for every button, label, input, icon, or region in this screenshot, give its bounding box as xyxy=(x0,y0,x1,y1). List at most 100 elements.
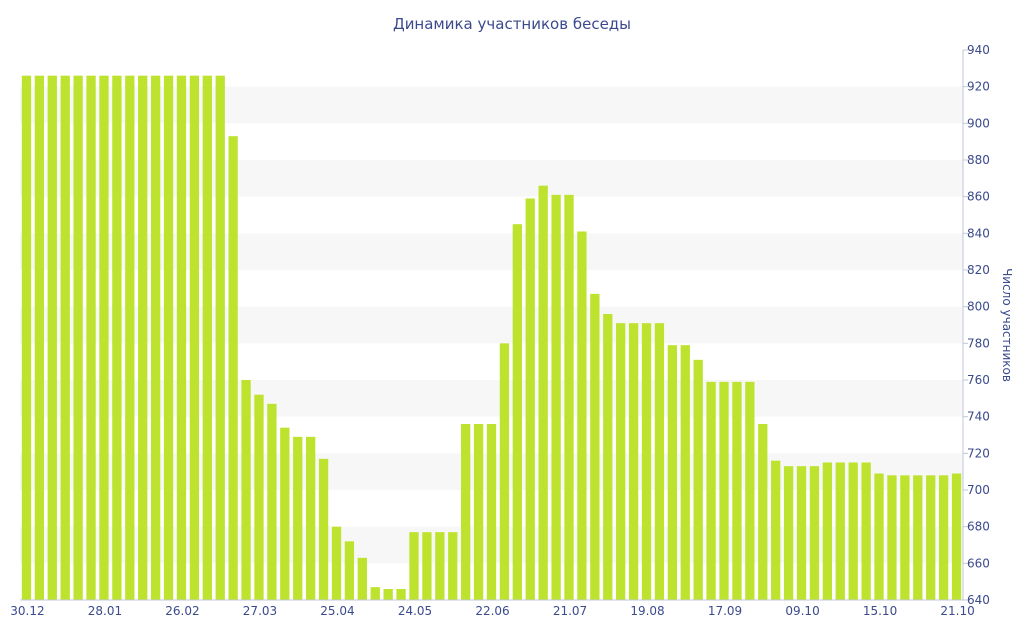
y-tick-label: 920 xyxy=(967,80,990,94)
bar[interactable] xyxy=(138,75,148,601)
y-tick-label: 780 xyxy=(967,336,990,350)
bar[interactable] xyxy=(745,381,755,600)
bar[interactable] xyxy=(215,75,225,601)
bar[interactable] xyxy=(719,381,729,600)
bar[interactable] xyxy=(616,323,626,600)
bar[interactable] xyxy=(125,75,135,601)
bar[interactable] xyxy=(499,343,510,600)
bar[interactable] xyxy=(848,462,858,601)
bar[interactable] xyxy=(112,75,122,601)
grid-band xyxy=(20,380,963,417)
bar[interactable] xyxy=(448,532,458,600)
bar[interactable] xyxy=(473,424,484,600)
bar[interactable] xyxy=(228,136,238,601)
bar[interactable] xyxy=(706,381,716,600)
bar[interactable] xyxy=(758,424,768,600)
bar[interactable] xyxy=(680,345,690,600)
y-tick-label: 700 xyxy=(967,483,990,497)
bar[interactable] xyxy=(512,224,522,601)
bar[interactable] xyxy=(267,403,277,600)
bar[interactable] xyxy=(73,75,83,601)
bar[interactable] xyxy=(293,436,303,600)
bar[interactable] xyxy=(732,381,742,600)
x-tick-label: 21.07 xyxy=(553,604,587,618)
x-tick-label: 24.05 xyxy=(398,604,432,618)
bar[interactable] xyxy=(926,475,936,600)
bar[interactable] xyxy=(60,75,70,601)
bar[interactable] xyxy=(900,475,910,600)
x-tick-label: 21.10 xyxy=(940,604,974,618)
bar[interactable] xyxy=(202,75,212,601)
bar[interactable] xyxy=(99,75,109,601)
bar[interactable] xyxy=(396,589,406,600)
bar[interactable] xyxy=(189,75,200,601)
bar[interactable] xyxy=(280,427,290,600)
x-tick-label: 28.01 xyxy=(88,604,122,618)
bar[interactable] xyxy=(344,541,355,600)
bar[interactable] xyxy=(318,458,329,600)
grid-band xyxy=(20,160,963,197)
bar[interactable] xyxy=(86,75,96,601)
bar[interactable] xyxy=(150,75,161,601)
bar[interactable] xyxy=(874,473,884,601)
y-tick-label: 640 xyxy=(967,593,990,607)
bar[interactable] xyxy=(383,589,393,600)
y-tick-label: 740 xyxy=(967,410,990,424)
x-tick-label: 27.03 xyxy=(243,604,277,618)
y-tick-label: 860 xyxy=(967,190,990,204)
y-tick-label: 820 xyxy=(967,263,990,277)
bar[interactable] xyxy=(21,75,32,601)
bar[interactable] xyxy=(693,359,703,600)
bar[interactable] xyxy=(241,380,251,600)
bar[interactable] xyxy=(525,198,535,601)
bar[interactable] xyxy=(654,323,665,600)
bar[interactable] xyxy=(861,462,871,601)
bar[interactable] xyxy=(409,532,419,600)
y-axis-ticks: 640 660 680 700 720 740 760 780 800 820 840 860 880 9… xyxy=(963,43,990,607)
bar[interactable] xyxy=(603,314,613,600)
bar[interactable] xyxy=(47,75,57,601)
bar[interactable] xyxy=(796,466,807,600)
y-tick-label: 940 xyxy=(967,43,990,57)
bar[interactable] xyxy=(163,75,174,601)
bar[interactable] xyxy=(34,75,45,601)
bar[interactable] xyxy=(254,394,264,600)
grid-band xyxy=(20,306,963,344)
bar[interactable] xyxy=(357,557,367,600)
bar[interactable] xyxy=(370,587,380,600)
bar[interactable] xyxy=(641,323,652,600)
bar[interactable] xyxy=(809,466,820,600)
bar[interactable] xyxy=(486,424,497,600)
bar[interactable] xyxy=(577,231,587,601)
bar[interactable] xyxy=(422,532,432,600)
bars xyxy=(21,75,962,601)
chart-title: Динамика участников беседы xyxy=(393,15,631,33)
x-tick-label: 17.09 xyxy=(708,604,742,618)
bar[interactable] xyxy=(628,323,639,600)
y-tick-label: 900 xyxy=(967,116,990,130)
bar[interactable] xyxy=(771,460,781,600)
bar[interactable] xyxy=(564,194,574,600)
bar[interactable] xyxy=(667,345,677,600)
bar[interactable] xyxy=(938,475,949,600)
bar[interactable] xyxy=(835,462,845,601)
bar[interactable] xyxy=(176,75,187,601)
bar[interactable] xyxy=(887,475,897,600)
bar[interactable] xyxy=(461,424,471,600)
bar[interactable] xyxy=(331,526,342,600)
y-tick-label: 880 xyxy=(967,153,990,167)
bar[interactable] xyxy=(783,466,794,600)
bar[interactable] xyxy=(435,532,445,600)
bar[interactable] xyxy=(951,473,962,601)
bar[interactable] xyxy=(551,194,561,600)
y-tick-label: 680 xyxy=(967,520,990,534)
grid-band xyxy=(20,86,963,124)
bar[interactable] xyxy=(590,293,600,600)
x-tick-label: 19.08 xyxy=(630,604,664,618)
bar[interactable] xyxy=(538,185,548,601)
bar[interactable] xyxy=(306,436,316,600)
bar[interactable] xyxy=(822,462,833,601)
y-tick-label: 840 xyxy=(967,226,990,240)
bar[interactable] xyxy=(913,475,923,600)
grid-band xyxy=(20,233,963,270)
